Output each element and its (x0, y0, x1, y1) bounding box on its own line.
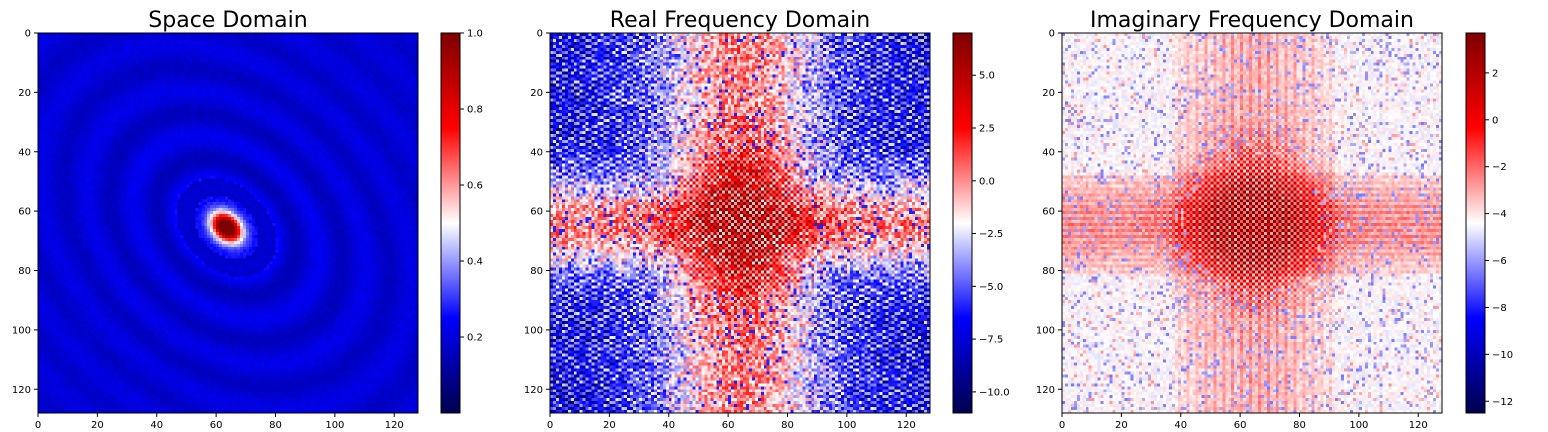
chart-title: Real Frequency Domain (610, 8, 870, 33)
x-tick-label: 0 (35, 420, 41, 431)
colorbar-tick-label: −4 (1492, 209, 1507, 220)
heatmap-image (1062, 33, 1442, 413)
y-tick-label: 20 (1042, 88, 1055, 99)
heatmap-image (38, 33, 418, 413)
x-tick-label: 80 (269, 420, 282, 431)
x-tick-label: 40 (662, 420, 675, 431)
x-tick-label: 20 (1115, 420, 1128, 431)
y-tick-label: 20 (530, 88, 543, 99)
colorbar (440, 32, 461, 414)
colorbar-tick-label: −10.0 (979, 387, 1010, 398)
y-tick-label: 20 (18, 88, 31, 99)
colorbar-tick-label: 0.2 (467, 333, 483, 344)
axes-frame (1061, 32, 1443, 414)
chart-title: Space Domain (148, 8, 307, 33)
colorbar-tick-label: −10 (1492, 350, 1513, 361)
y-tick-label: 60 (1042, 207, 1055, 218)
colorbar-tick-label: −2 (1492, 162, 1507, 173)
x-tick-label: 120 (385, 420, 404, 431)
colorbar-tick-label: −12 (1492, 397, 1513, 408)
colorbar-tick-label: 0 (1492, 115, 1498, 126)
colorbar (1465, 32, 1486, 414)
x-tick-label: 100 (1349, 420, 1368, 431)
colorbar (952, 32, 973, 414)
y-tick-label: 60 (530, 207, 543, 218)
axes-frame (37, 32, 419, 414)
colorbar-tick-label: 2.5 (979, 124, 995, 135)
x-tick-label: 0 (1059, 420, 1065, 431)
colorbar-tick-label: 5.0 (979, 71, 995, 82)
x-tick-label: 40 (1174, 420, 1187, 431)
y-tick-label: 100 (12, 325, 31, 336)
x-tick-label: 80 (781, 420, 794, 431)
colorbar-tick-label: 2 (1492, 68, 1498, 79)
x-tick-label: 80 (1293, 420, 1306, 431)
x-tick-label: 20 (91, 420, 104, 431)
y-tick-label: 40 (530, 147, 543, 158)
x-tick-label: 100 (325, 420, 344, 431)
x-tick-label: 120 (897, 420, 916, 431)
x-tick-label: 60 (1234, 420, 1247, 431)
x-tick-label: 20 (603, 420, 616, 431)
colorbar-tick-label: 0.8 (467, 105, 483, 116)
heatmap-panel-1: Space Domain 0 20 40 60 80 100 120 0 20 40 60 80 100 1… (12, 8, 483, 431)
y-tick-label: 60 (18, 207, 31, 218)
y-tick-label: 100 (524, 325, 543, 336)
y-tick-label: 120 (12, 385, 31, 396)
heatmap-image (550, 33, 930, 413)
y-tick-label: 80 (18, 266, 31, 277)
chart-title: Imaginary Frequency Domain (1090, 8, 1414, 33)
y-tick-label: 40 (1042, 147, 1055, 158)
y-tick-label: 0 (25, 29, 31, 40)
x-tick-label: 0 (547, 420, 553, 431)
colorbar-tick-label: −7.5 (979, 335, 1003, 346)
y-tick-label: 120 (1036, 385, 1055, 396)
colorbar-tick-label: 0.4 (467, 257, 483, 268)
y-tick-label: 0 (1049, 29, 1055, 40)
x-tick-label: 60 (210, 420, 223, 431)
colorbar-tick-label: −2.5 (979, 229, 1003, 240)
colorbar-tick-label: 1.0 (467, 29, 483, 40)
x-tick-label: 100 (837, 420, 856, 431)
colorbar-tick-label: −8 (1492, 303, 1507, 314)
x-tick-label: 40 (150, 420, 163, 431)
y-tick-label: 120 (524, 385, 543, 396)
y-tick-label: 100 (1036, 325, 1055, 336)
x-tick-label: 60 (722, 420, 735, 431)
colorbar-tick-label: −6 (1492, 256, 1507, 267)
colorbar-tick-label: −5.0 (979, 282, 1003, 293)
y-tick-label: 0 (537, 29, 543, 40)
y-tick-label: 80 (530, 266, 543, 277)
x-tick-label: 120 (1409, 420, 1428, 431)
y-tick-label: 80 (1042, 266, 1055, 277)
heatmap-panel-2: Real Frequency Domain 0 20 40 60 80 100 120 0 20 4… (524, 8, 1010, 431)
y-tick-label: 40 (18, 147, 31, 158)
colorbar-tick-label: 0.6 (467, 181, 483, 192)
axes-frame (549, 32, 931, 414)
colorbar-tick-label: 0.0 (979, 176, 995, 187)
